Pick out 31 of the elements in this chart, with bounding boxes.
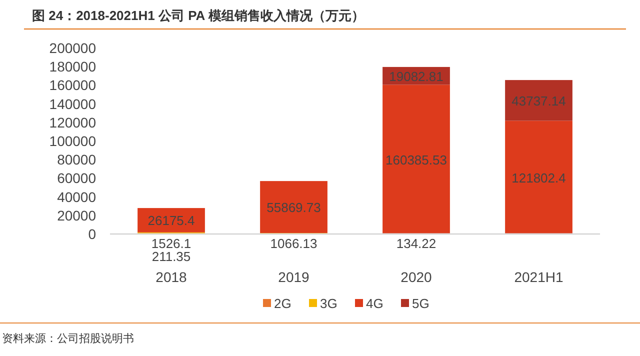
legend-label: 5G [412, 296, 430, 311]
data-label: 55869.73 [266, 200, 321, 216]
data-label: 134.22 [396, 236, 436, 251]
y-tick-label: 100000 [49, 133, 96, 149]
legend-label: 2G [274, 296, 292, 311]
y-tick-label: 20000 [57, 207, 96, 224]
data-label: 26175.4 [148, 213, 195, 228]
y-tick-label: 40000 [57, 188, 96, 205]
data-label: 1066.13 [270, 236, 318, 251]
x-tick-label: 2020 [400, 269, 432, 285]
y-tick-label: 200000 [49, 40, 96, 56]
x-tick-label: 2018 [156, 269, 188, 285]
y-tick-label: 0 [88, 226, 96, 242]
x-tick-label: 2019 [278, 269, 310, 285]
y-tick-label: 180000 [49, 58, 96, 75]
y-tick-label: 80000 [57, 152, 96, 168]
data-label: 211.35 [152, 249, 191, 264]
legend-label: 3G [320, 296, 338, 311]
y-tick-label: 140000 [49, 96, 96, 112]
data-label: 160385.53 [386, 152, 447, 168]
y-tick-label: 120000 [49, 114, 96, 130]
data-label: 1526.1 [151, 236, 192, 251]
text: 资料来源：公司招股说明书 [2, 332, 134, 345]
x-tick-label: 2021H1 [514, 269, 564, 285]
data-label: 121802.4 [512, 170, 566, 186]
y-tick-label: 60000 [57, 170, 96, 186]
data-label: 43737.14 [512, 93, 566, 108]
y-tick-label: 160000 [49, 77, 96, 94]
legend-label: 4G [366, 296, 384, 311]
data-label: 19082.81 [389, 68, 444, 84]
chart-title: 图 24：2018-2021H1 公司 PA 模组销售收入情况（万元） [32, 8, 364, 23]
